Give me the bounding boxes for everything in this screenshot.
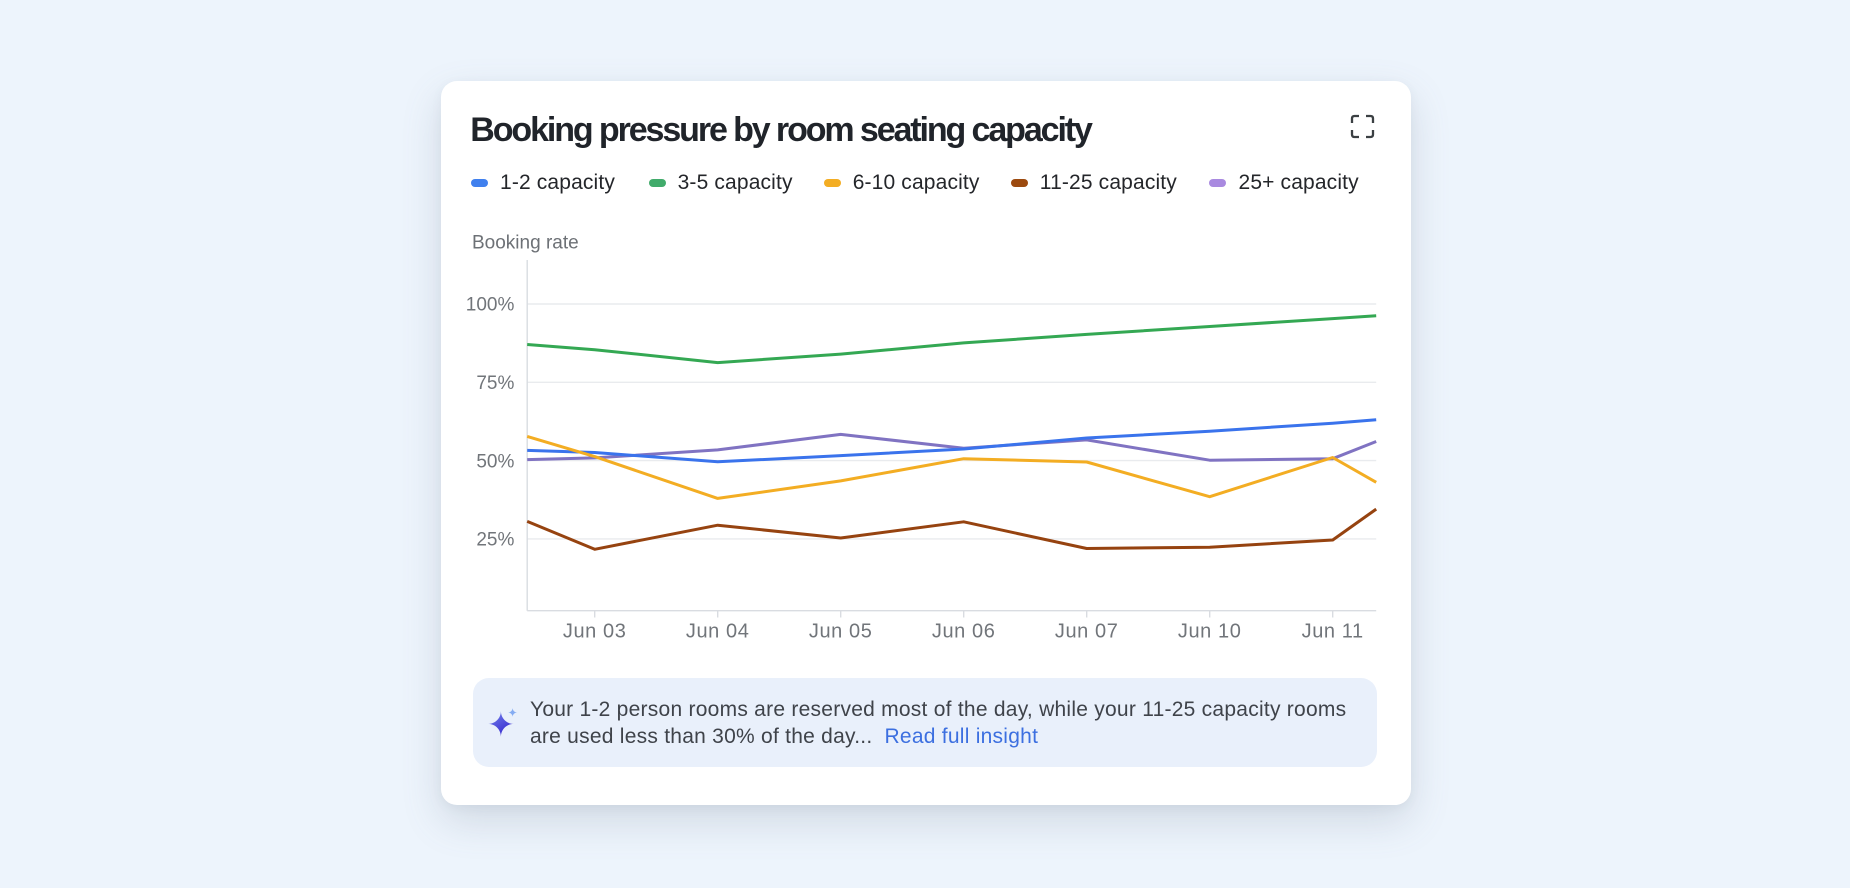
svg-text:Jun 10: Jun 10 bbox=[1178, 620, 1242, 642]
svg-text:Jun 03: Jun 03 bbox=[563, 620, 627, 642]
svg-text:Jun 07: Jun 07 bbox=[1055, 620, 1119, 642]
svg-text:Jun 05: Jun 05 bbox=[809, 620, 873, 642]
svg-text:Jun 06: Jun 06 bbox=[932, 620, 996, 642]
svg-text:Jun 11: Jun 11 bbox=[1301, 620, 1363, 642]
svg-text:50%: 50% bbox=[476, 451, 514, 472]
svg-text:25%: 25% bbox=[476, 529, 514, 550]
svg-text:Booking rate: Booking rate bbox=[472, 232, 579, 253]
svg-text:75%: 75% bbox=[476, 373, 514, 394]
svg-text:Jun 04: Jun 04 bbox=[686, 620, 750, 642]
svg-text:100%: 100% bbox=[466, 294, 515, 315]
